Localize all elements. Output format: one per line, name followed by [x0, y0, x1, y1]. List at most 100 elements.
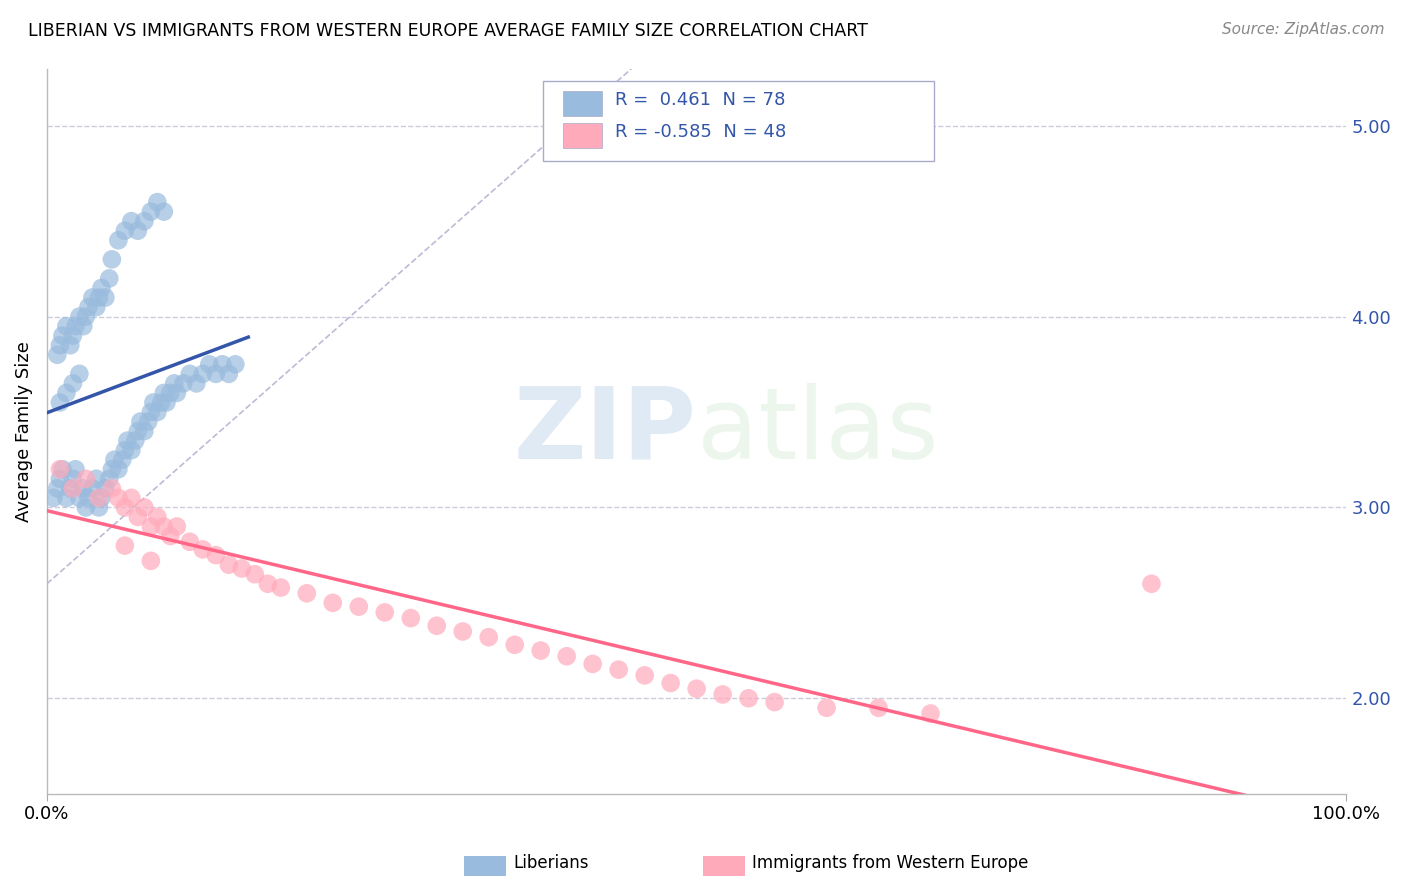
Point	[150, 395, 173, 409]
Text: Liberians: Liberians	[513, 855, 589, 872]
Point	[295, 586, 318, 600]
Point	[146, 405, 169, 419]
Point	[49, 338, 72, 352]
Point	[59, 338, 82, 352]
FancyBboxPatch shape	[543, 81, 935, 161]
Point	[256, 576, 278, 591]
Point	[763, 695, 786, 709]
Point	[322, 596, 344, 610]
Point	[920, 706, 942, 721]
Point	[179, 534, 201, 549]
Point	[114, 500, 136, 515]
Point	[87, 500, 110, 515]
Point	[75, 310, 97, 324]
Point	[75, 500, 97, 515]
Point	[72, 481, 94, 495]
Point	[186, 376, 208, 391]
Point	[711, 688, 734, 702]
Point	[224, 357, 246, 371]
Point	[51, 462, 73, 476]
Point	[634, 668, 657, 682]
Text: atlas: atlas	[696, 383, 938, 480]
Point	[120, 491, 142, 505]
Point	[124, 434, 146, 448]
Point	[94, 481, 117, 495]
Point	[62, 376, 84, 391]
Point	[155, 395, 177, 409]
Point	[107, 462, 129, 476]
Point	[98, 271, 121, 285]
Point	[139, 405, 162, 419]
Point	[87, 291, 110, 305]
Point	[146, 510, 169, 524]
Point	[139, 554, 162, 568]
Text: Immigrants from Western Europe: Immigrants from Western Europe	[752, 855, 1029, 872]
Point	[659, 676, 682, 690]
Point	[211, 357, 233, 371]
Point	[136, 415, 159, 429]
Point	[582, 657, 605, 671]
Point	[815, 700, 838, 714]
Point	[120, 443, 142, 458]
Point	[179, 367, 201, 381]
Point	[75, 472, 97, 486]
Point	[51, 328, 73, 343]
Point	[59, 481, 82, 495]
Point	[139, 519, 162, 533]
Point	[134, 500, 156, 515]
Point	[82, 481, 104, 495]
Text: ZIP: ZIP	[513, 383, 696, 480]
Point	[55, 491, 77, 505]
Point	[84, 472, 107, 486]
Point	[49, 395, 72, 409]
Point	[205, 548, 228, 562]
Point	[87, 491, 110, 505]
Point	[374, 606, 396, 620]
Point	[607, 663, 630, 677]
Point	[191, 367, 214, 381]
Point	[172, 376, 194, 391]
Point	[98, 472, 121, 486]
Point	[101, 462, 124, 476]
Point	[72, 319, 94, 334]
Point	[114, 539, 136, 553]
Point	[243, 567, 266, 582]
Point	[685, 681, 707, 696]
Point	[117, 434, 139, 448]
Point	[166, 519, 188, 533]
Point	[127, 224, 149, 238]
Point	[166, 386, 188, 401]
Point	[503, 638, 526, 652]
Point	[55, 319, 77, 334]
Point	[62, 481, 84, 495]
Point	[94, 291, 117, 305]
Point	[191, 542, 214, 557]
Point	[84, 300, 107, 314]
Point	[159, 529, 181, 543]
Point	[62, 328, 84, 343]
Point	[451, 624, 474, 639]
Point	[65, 462, 87, 476]
FancyBboxPatch shape	[562, 123, 602, 147]
Point	[67, 367, 90, 381]
Point	[205, 367, 228, 381]
Point	[49, 472, 72, 486]
Point	[868, 700, 890, 714]
Point	[55, 386, 77, 401]
Point	[1140, 576, 1163, 591]
Point	[270, 581, 292, 595]
Point	[127, 510, 149, 524]
Point	[111, 452, 134, 467]
Point	[134, 424, 156, 438]
Text: R = -0.585  N = 48: R = -0.585 N = 48	[614, 123, 786, 141]
Point	[46, 481, 69, 495]
Point	[46, 348, 69, 362]
Point	[399, 611, 422, 625]
Point	[218, 367, 240, 381]
Point	[530, 643, 553, 657]
FancyBboxPatch shape	[562, 91, 602, 116]
Point	[67, 310, 90, 324]
Text: LIBERIAN VS IMMIGRANTS FROM WESTERN EUROPE AVERAGE FAMILY SIZE CORRELATION CHART: LIBERIAN VS IMMIGRANTS FROM WESTERN EURO…	[28, 22, 868, 40]
Point	[107, 491, 129, 505]
Point	[90, 281, 112, 295]
